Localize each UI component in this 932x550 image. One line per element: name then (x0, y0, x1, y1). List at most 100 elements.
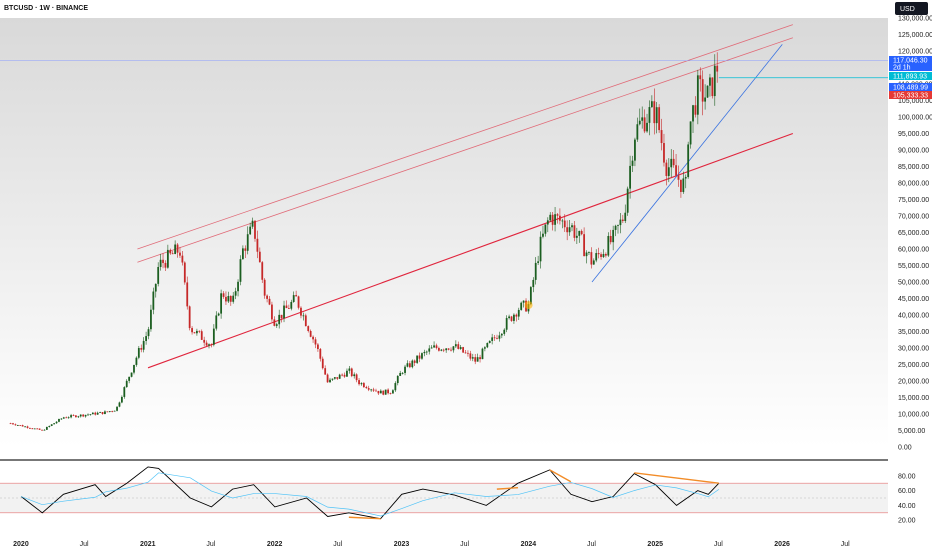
price-tick-label: 75,000.00 (898, 197, 929, 204)
candle-body (592, 260, 595, 265)
candle-body (251, 220, 254, 227)
candle-body (133, 364, 135, 373)
price-tick-label: 70,000.00 (898, 214, 929, 221)
candle-body (445, 348, 448, 351)
candle-body (159, 259, 162, 267)
currency-button[interactable]: USD (895, 2, 928, 15)
time-tick-label: Jul (841, 541, 850, 548)
price-tick-label: 25,000.00 (898, 362, 929, 369)
candle-body (82, 414, 85, 417)
candle-body (118, 402, 121, 407)
candle-body (169, 249, 172, 254)
price-tick-label: 90,000.00 (898, 148, 929, 155)
candle-body (329, 379, 331, 383)
candle-body (183, 262, 186, 283)
candle-body (694, 105, 697, 115)
candle-body (573, 225, 576, 238)
candle-body (677, 175, 680, 180)
price-tick-label: 55,000.00 (898, 263, 929, 270)
candle-body (404, 366, 406, 373)
time-tick-label: Jul (333, 541, 342, 548)
candle-body (319, 349, 322, 359)
candle-body (336, 377, 339, 379)
time-tick-label: 2020 (13, 541, 29, 548)
candle-body (21, 425, 24, 427)
candle-body (130, 372, 133, 377)
candle-body (125, 380, 128, 388)
candle-body (578, 230, 581, 236)
candle-body (324, 368, 327, 375)
pane-divider (0, 459, 888, 461)
candle-body (619, 219, 622, 226)
candle-body (595, 253, 598, 261)
candle-body (493, 337, 496, 339)
candle-body (343, 374, 346, 377)
candle-body (672, 158, 675, 166)
price-tick-label: 10,000.00 (898, 412, 929, 419)
candle-body (326, 374, 329, 383)
candle-body (222, 293, 225, 297)
candle-body (680, 179, 682, 192)
candle-body (157, 266, 160, 284)
candle-body (387, 389, 389, 394)
candle-body (67, 417, 70, 419)
candle-body (225, 296, 227, 302)
candle-body (394, 383, 397, 391)
price-tick-label: 30,000.00 (898, 346, 929, 353)
candle-body (650, 101, 653, 108)
candle-body (45, 426, 48, 430)
price-tick-label: 65,000.00 (898, 230, 929, 237)
candle-body (79, 414, 82, 417)
price-tick-label: 20,000.00 (898, 379, 929, 386)
candle-body (300, 307, 302, 316)
candle-body (711, 77, 714, 97)
price-tick-label: 0.00 (898, 445, 912, 452)
candle-body (128, 376, 131, 381)
candle-body (689, 121, 692, 145)
time-tick-label: 2021 (140, 541, 156, 548)
candle-body (660, 130, 663, 144)
candle-body (164, 262, 167, 268)
candle-body (246, 234, 249, 251)
price-tick-label: 120,000.00 (898, 49, 932, 56)
candle-body (583, 234, 586, 257)
candle-body (665, 162, 668, 176)
candle-body (278, 314, 281, 325)
price-tick-label: 130,000.00 (898, 16, 932, 23)
candle-body (643, 117, 646, 132)
price-tag: 2d 1h (889, 63, 932, 72)
candle-body (399, 372, 402, 376)
rsi-tick-label: 40.00 (898, 503, 916, 510)
candle-body (418, 355, 421, 359)
candle-body (350, 368, 353, 377)
candle-body (699, 75, 702, 80)
candle-body (513, 314, 515, 321)
candle-body (375, 390, 377, 392)
candle-body (205, 342, 208, 346)
rsi-pane (0, 466, 888, 520)
candle-body (382, 390, 385, 395)
candle-body (559, 215, 561, 221)
candle-body (476, 357, 479, 362)
candle-body (365, 387, 368, 389)
candle-body (239, 259, 242, 282)
candle-body (377, 390, 380, 394)
candle-body (612, 229, 615, 243)
candle-body (321, 358, 324, 369)
candle-body (135, 357, 138, 365)
candle-body (290, 301, 293, 309)
price-tick-label: 95,000.00 (898, 131, 929, 138)
candle-body (474, 357, 477, 362)
candle-body (12, 423, 14, 425)
candle-body (331, 378, 334, 380)
price-tag-label: 108,489.99 (893, 85, 928, 92)
candle-body (389, 393, 392, 395)
price-tag-label: 2d 1h (893, 65, 911, 72)
candle-body (60, 418, 63, 420)
candle-body (604, 253, 607, 256)
candle-body (510, 316, 513, 321)
candle-body (508, 316, 510, 319)
candle-body (481, 348, 484, 360)
candle-body (408, 363, 411, 368)
time-tick-label: 2025 (647, 541, 663, 548)
